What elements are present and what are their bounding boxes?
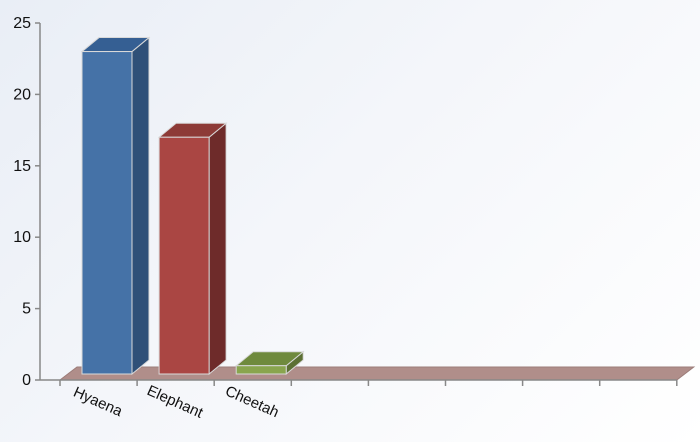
bar-front-face [158, 136, 210, 375]
x-category-label: Hyaena [71, 384, 126, 421]
chart-floor [58, 366, 696, 381]
category-labels: Hyaena Elephant Cheetah [71, 382, 282, 422]
y-tick-label: 0 [22, 372, 31, 389]
y-tick-label: 15 [13, 158, 31, 175]
x-category-label: Elephant [144, 382, 206, 422]
bar-cheetah [234, 350, 305, 376]
bar-side-face [131, 36, 150, 376]
bars [80, 36, 305, 376]
x-category-label: Cheetah [223, 383, 282, 422]
bar-front-face [81, 51, 133, 375]
y-tick-label: 25 [13, 15, 31, 32]
x-axis [40, 379, 678, 386]
y-tick-label: 5 [22, 301, 31, 318]
bar-hyaena [80, 36, 151, 376]
y-tick-label: 20 [13, 86, 31, 103]
chart-floor-layer [58, 366, 696, 381]
bar-side-face [208, 122, 227, 376]
y-axis: 0 5 10 15 20 25 [13, 15, 41, 389]
bar-front-face [235, 365, 287, 375]
y-tick-label: 10 [13, 229, 31, 246]
bar-elephant [157, 122, 228, 376]
